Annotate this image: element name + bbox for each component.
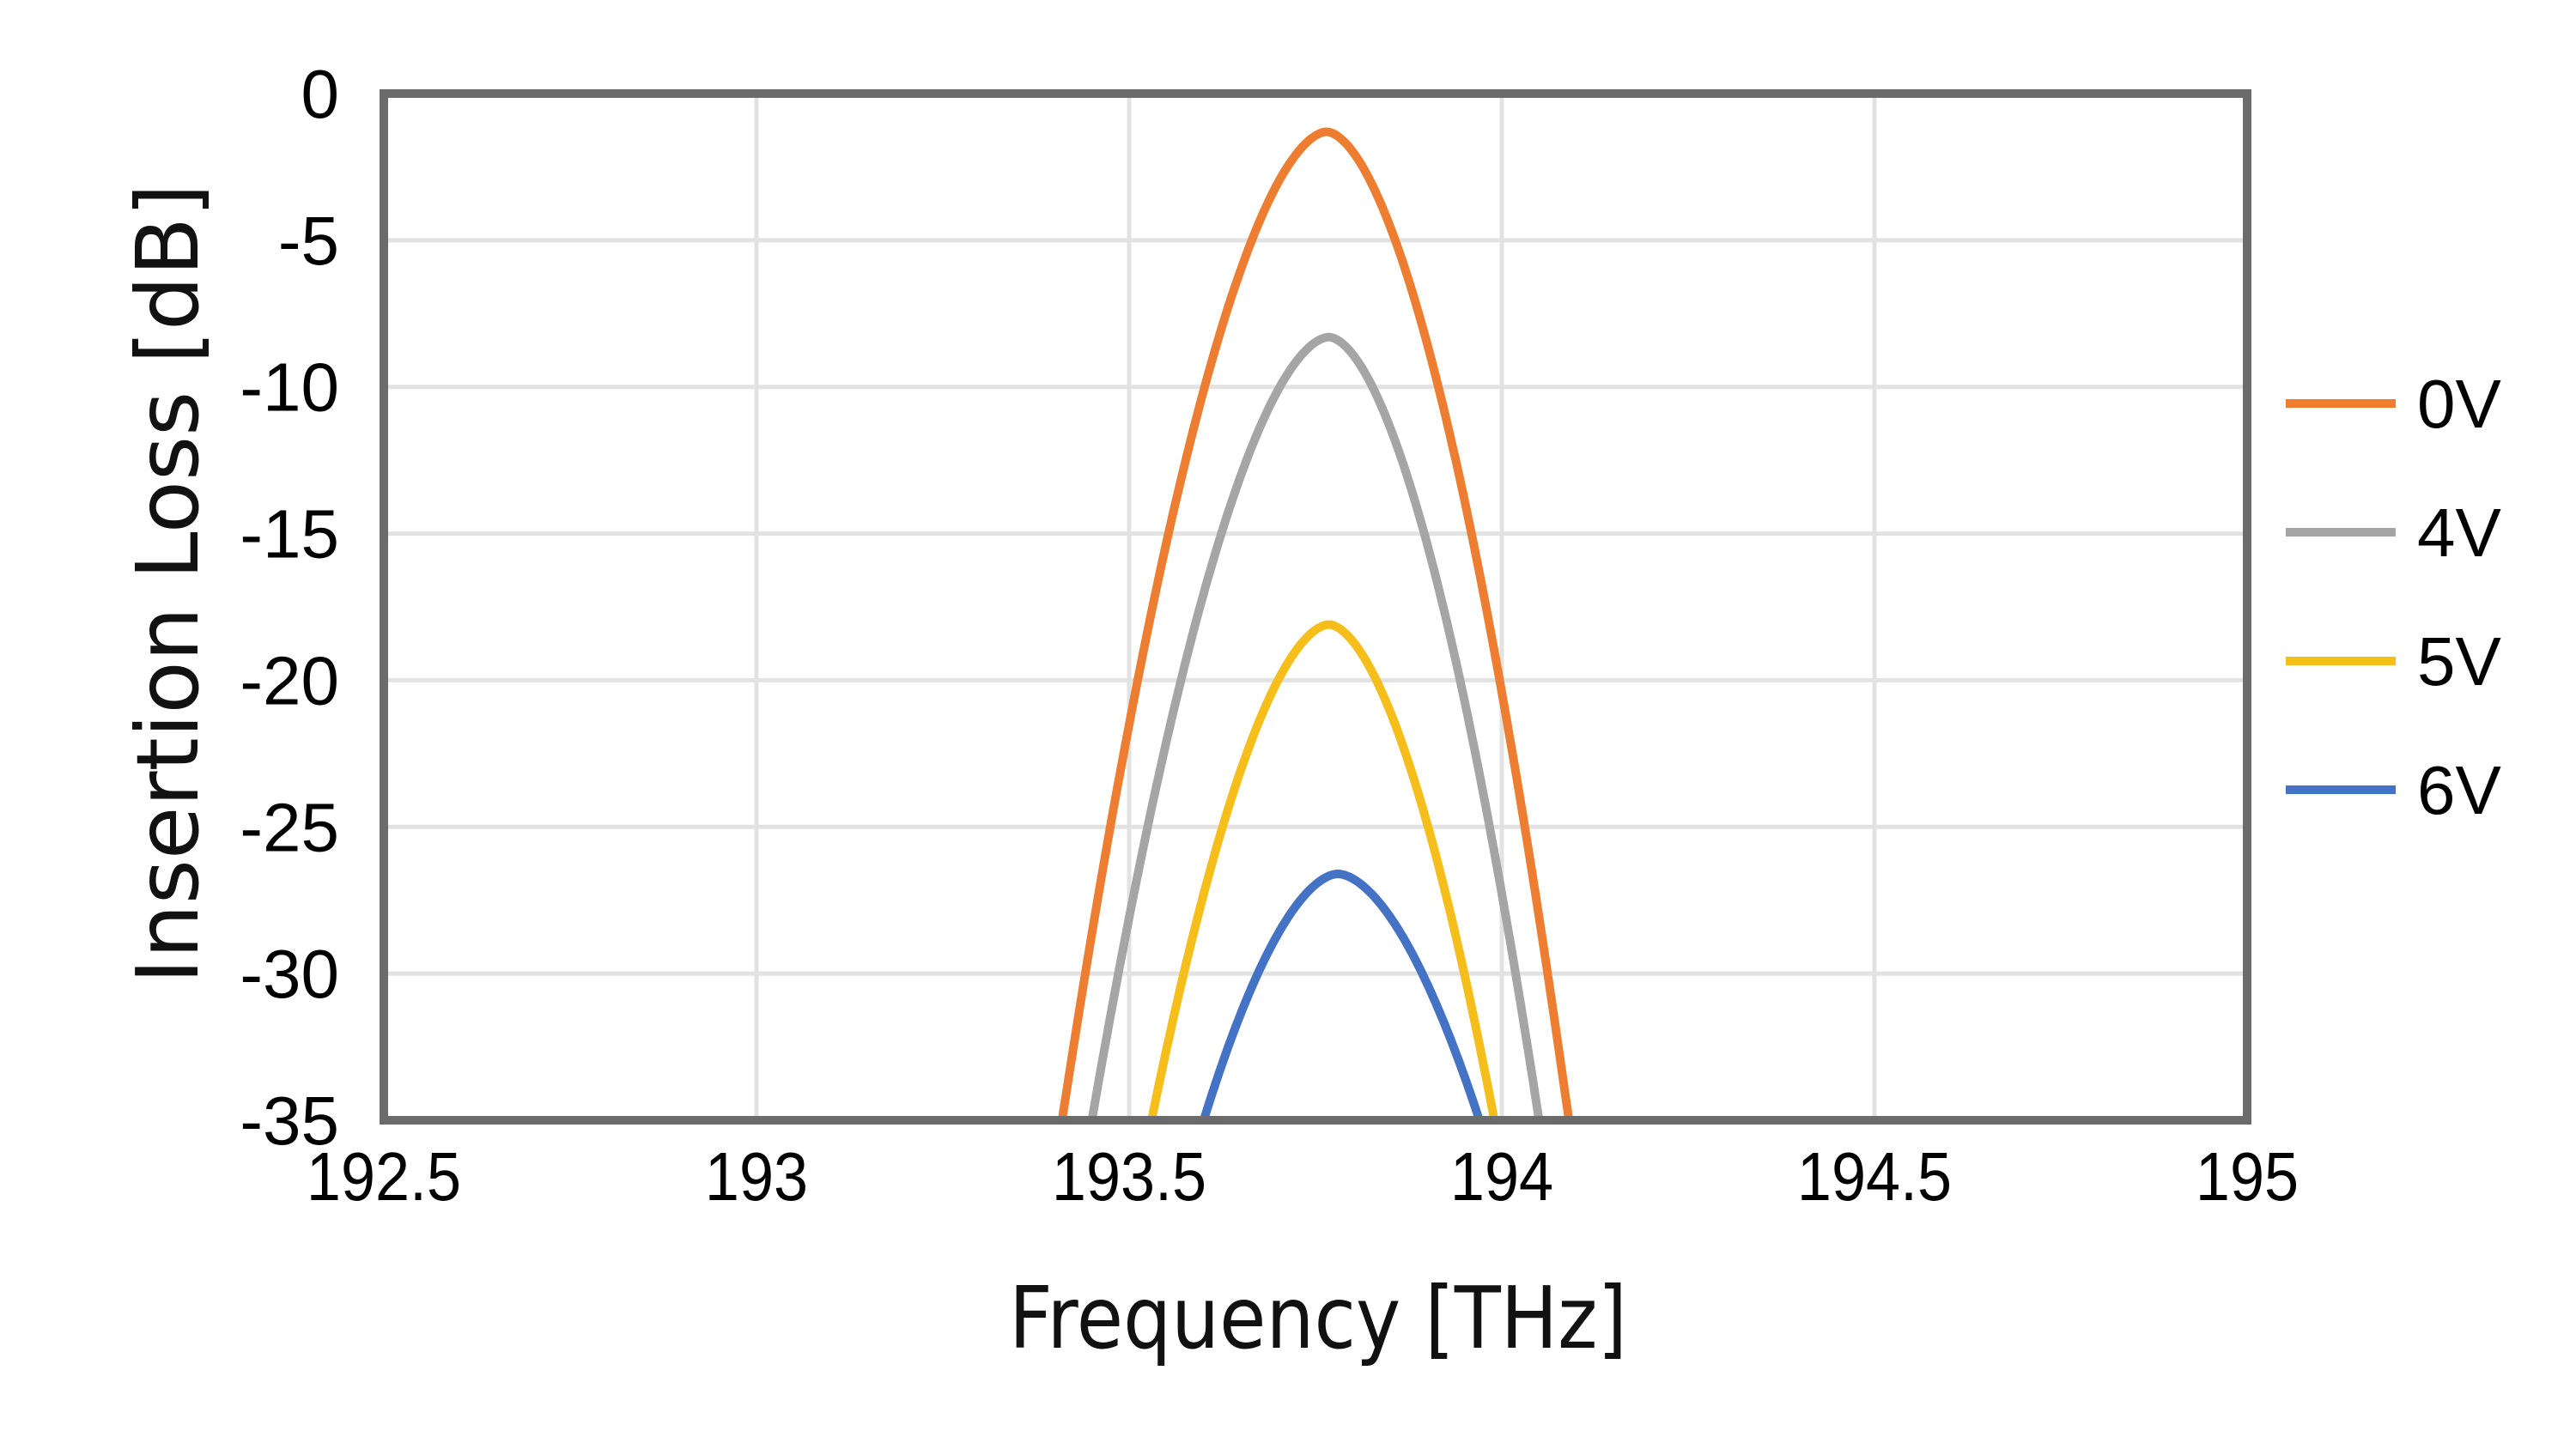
curve-6v — [1199, 870, 1485, 1120]
y-axis-ticks: 0 -5 -10 -15 -20 -25 -30 -35 — [240, 56, 339, 1159]
legend: 0V 4V 5V 6V — [2286, 366, 2501, 828]
x-tick-label: 194.5 — [1797, 1139, 1952, 1216]
y-tick-label: -15 — [240, 496, 339, 573]
y-tick-label: -20 — [240, 642, 339, 719]
y-tick-label: -5 — [278, 203, 339, 279]
x-tick-label: 193 — [705, 1139, 808, 1216]
y-tick-label: -10 — [240, 349, 339, 426]
y-axis-title: Insertion Loss [dB] — [118, 184, 218, 984]
legend-label-4v: 4V — [2417, 494, 2501, 571]
plot-curves — [1057, 127, 1574, 1120]
legend-label-0v: 0V — [2417, 366, 2501, 442]
curve-5v — [1146, 620, 1499, 1120]
y-tick-label: 0 — [301, 56, 340, 132]
x-axis-ticks: 192.5 193 193.5 194 194.5 195 — [307, 1139, 2299, 1216]
x-tick-label: 192.5 — [307, 1139, 461, 1216]
x-axis-title: Frequency [THz] — [1009, 1268, 1627, 1368]
x-tick-label: 194 — [1450, 1139, 1553, 1216]
curve-0v — [1057, 127, 1574, 1120]
y-tick-label: -30 — [240, 936, 339, 1012]
y-tick-label: -35 — [240, 1082, 339, 1159]
legend-label-5v: 5V — [2417, 623, 2501, 700]
curve-4v — [1087, 332, 1544, 1120]
legend-label-6v: 6V — [2417, 752, 2501, 828]
x-tick-label: 193.5 — [1052, 1139, 1206, 1216]
plot-frame — [380, 89, 2251, 1125]
x-tick-label: 195 — [2196, 1139, 2299, 1216]
grid-lines — [381, 91, 2250, 1123]
y-tick-label: -25 — [240, 789, 339, 865]
